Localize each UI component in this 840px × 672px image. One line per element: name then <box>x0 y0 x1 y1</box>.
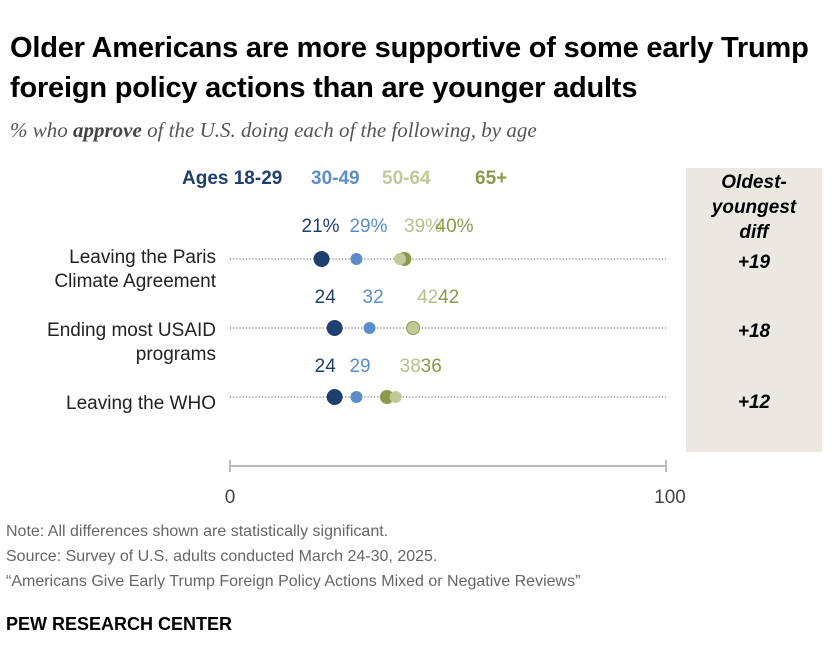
data-point <box>389 391 402 403</box>
chart-subtitle: % who approve of the U.S. doing each of … <box>10 118 537 142</box>
row-label-paris: Leaving the Paris Climate Agreement <box>54 247 216 292</box>
data-point <box>379 390 394 404</box>
data-label: 29 <box>349 356 370 377</box>
data-label: 42 <box>438 287 459 308</box>
data-label: 32 <box>363 287 384 308</box>
legend-30-49: 30-49 <box>311 168 360 189</box>
legend-50-64: 50-64 <box>382 168 431 189</box>
data-label: 24 <box>315 356 337 377</box>
data-label: 21% <box>302 216 340 237</box>
data-label: 36 <box>421 356 442 377</box>
data-point <box>407 322 420 334</box>
row-label-who: Leaving the WHO <box>66 393 216 414</box>
x-tick-label: 0 <box>225 487 236 508</box>
data-point <box>363 322 376 334</box>
source-text: Source: Survey of U.S. adults conducted … <box>6 548 438 565</box>
diff-column-panel <box>686 168 822 452</box>
data-point <box>326 320 343 336</box>
data-label: 42 <box>417 287 438 308</box>
diff-value-usaid: +18 <box>737 321 771 342</box>
chart-title: Older Americans are more supportive of s… <box>10 32 809 104</box>
data-label: 24 <box>315 287 337 308</box>
data-point <box>326 389 343 405</box>
pew-logo-text: PEW RESEARCH CENTER <box>6 614 233 634</box>
data-point <box>313 251 330 267</box>
data-point <box>394 253 407 265</box>
data-label: 39% <box>404 216 442 237</box>
diff-value-who: +12 <box>737 392 771 413</box>
data-label: 29% <box>349 216 387 237</box>
diff-column-header: Oldest- youngest diff <box>711 172 797 243</box>
diff-value-paris: +19 <box>737 252 771 273</box>
data-point <box>350 253 363 265</box>
legend-65-plus: 65+ <box>475 168 508 189</box>
data-label: 40% <box>436 216 474 237</box>
legend-ages-18-29: Ages 18-29 <box>182 168 283 189</box>
data-point <box>350 391 363 403</box>
report-title-text: “Americans Give Early Trump Foreign Poli… <box>6 573 581 590</box>
note-text: Note: All differences shown are statisti… <box>6 523 389 540</box>
x-tick-label: 100 <box>654 487 686 508</box>
data-label: 38 <box>400 356 421 377</box>
row-label-usaid: Ending most USAID programs <box>47 320 216 365</box>
